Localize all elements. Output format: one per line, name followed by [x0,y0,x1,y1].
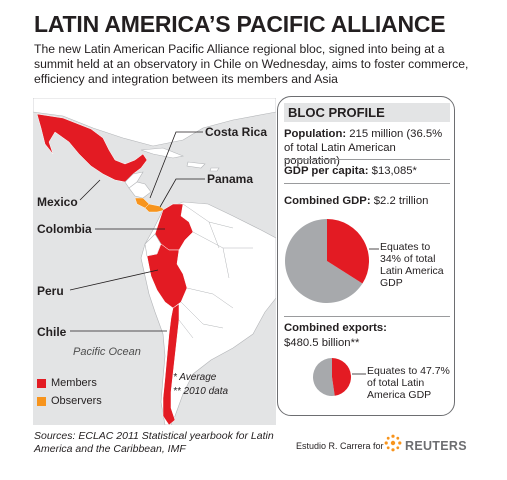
exports-pie-rest-slice [312,358,335,396]
gdp-per-capita-label: GDP per capita: [284,165,369,177]
combined-gdp-label: Combined GDP: [284,195,371,207]
map-panel [33,98,276,425]
caribbean-islands [140,147,220,172]
chile-shape [162,303,180,425]
label-mexico: Mexico [37,195,78,209]
exports-pie-caption: Equates to 47.7% of total Latin America … [367,365,450,401]
label-costa-rica: Costa Rica [205,125,268,139]
legend-observers: Observers [37,395,102,407]
infographic-title: LATIN AMERICA’S PACIFIC ALLIANCE [34,11,446,37]
divider-3 [284,316,450,317]
gdp-pie-caption: Equates to 34% of total Latin America GD… [380,241,444,289]
combined-exports-label-line: Combined exports: [284,322,450,336]
population-label: Population: [284,128,347,140]
sources-text: Sources: ECLAC 2011 Statistical yearbook… [34,430,274,455]
population-value: 215 million (36.5% of total Latin Americ… [284,128,443,167]
label-panama: Panama [207,172,254,186]
bloc-profile-heading: BLOC PROFILE [284,103,450,122]
gdp-pie-rest-slice [285,219,363,303]
reuters-logo-icon [384,434,402,452]
combined-gdp-value: $2.2 trillion [370,195,429,207]
observer-swatch [37,396,46,406]
bloc-profile-panel: BLOC PROFILE Population: 215 million (36… [277,96,455,416]
latin-america-map [33,98,276,425]
legend-members: Members [37,377,97,389]
legend-members-label: Members [51,377,97,389]
legend-observers-label: Observers [51,395,102,407]
intro-text: The new Latin American Pacific Alliance … [34,42,469,86]
note-2010-data: ** 2010 data [173,386,229,397]
exports-pie-chart [312,358,366,396]
note-average: * Average [173,372,217,383]
pacific-ocean-label: Pacific Ocean [73,346,141,358]
combined-exports-value: $480.5 billion** [284,337,360,349]
panama-shape [144,203,166,213]
reuters-wordmark: REUTERS [405,439,467,453]
member-swatch [37,378,46,388]
divider-2 [284,183,450,184]
combined-exports-label: Combined exports: [284,322,387,334]
peru-shape [146,243,188,309]
gdp-pie-chart [285,219,379,303]
gdp-pie-share-slice [327,219,369,284]
combined-gdp-line: Combined GDP: $2.2 trillion [284,195,450,209]
population-line: Population: 215 million (36.5% of total … [284,128,450,169]
gdp-per-capita-value: $13,085* [368,165,417,177]
credit-text: Estudio R. Carrera for [296,441,384,451]
label-chile: Chile [37,325,67,339]
south-america-borders [178,203,253,339]
exports-pie-share-slice [332,358,351,396]
gdp-per-capita-line: GDP per capita: $13,085* [284,165,450,179]
label-peru: Peru [37,284,64,298]
label-colombia: Colombia [37,222,92,236]
divider-1 [284,159,450,160]
